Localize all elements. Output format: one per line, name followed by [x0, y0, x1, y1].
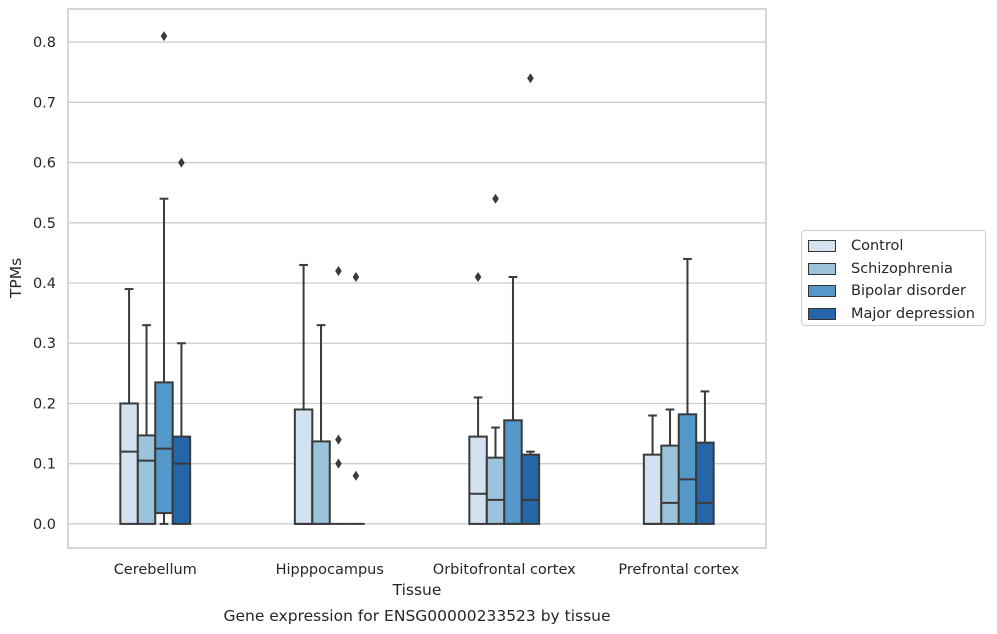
- y-tick-label: 0.3: [33, 336, 56, 352]
- x-axis-label: Tissue: [392, 581, 442, 599]
- box: [468, 435, 488, 525]
- box: [642, 453, 663, 525]
- outlier-marker: [335, 434, 342, 445]
- outlier-marker: [492, 193, 499, 204]
- chart-caption: Gene expression for ENSG00000233523 by t…: [223, 607, 611, 625]
- box-group: [329, 265, 348, 525]
- legend-label: Control: [851, 238, 904, 255]
- y-tick-label: 0.0: [33, 517, 56, 533]
- box: [293, 408, 314, 525]
- box-group: [171, 157, 192, 525]
- box-group: [642, 414, 663, 525]
- y-axis-label: TPMs: [7, 258, 25, 299]
- outlier-marker: [352, 470, 360, 481]
- box: [311, 440, 331, 525]
- box-group: [293, 263, 314, 525]
- box-group: [677, 257, 698, 525]
- box-group: [503, 275, 523, 525]
- box: [136, 434, 157, 525]
- legend-item: Control: [808, 235, 979, 258]
- box-group: [520, 73, 541, 525]
- box-group: [347, 271, 365, 525]
- outlier-marker: [178, 157, 185, 168]
- box-group: [311, 324, 331, 525]
- box-group: [660, 408, 680, 525]
- box-group: [119, 288, 139, 525]
- box: [485, 456, 506, 525]
- legend-item: Bipolar disorder: [808, 280, 979, 303]
- outlier-marker: [335, 458, 342, 469]
- legend-item: Major depression: [808, 303, 979, 326]
- y-axis-ticks: 0.0 0.1 0.2 0.3 0.4 0.5 0.6 0.7 0.8: [33, 35, 56, 533]
- box-group: [485, 193, 506, 525]
- box-group: [154, 31, 174, 525]
- outlier-marker: [335, 265, 342, 276]
- box-group: [468, 271, 488, 525]
- x-tick-label: Prefrontal cortex: [618, 562, 739, 578]
- legend: Control Schizophrenia Bipolar disorder Majo…: [801, 230, 986, 326]
- legend-label: Bipolar disorder: [851, 283, 966, 300]
- legend-swatch: [808, 285, 836, 298]
- outlier-marker: [160, 31, 168, 42]
- x-tick-label: Cerebellum: [114, 562, 197, 578]
- box: [503, 419, 523, 525]
- box: [677, 413, 698, 525]
- y-tick-label: 0.4: [33, 276, 56, 292]
- y-tick-label: 0.5: [33, 216, 56, 232]
- box-groups: [119, 31, 715, 525]
- x-tick-label: Hipppocampus: [276, 562, 384, 578]
- outlier-marker: [352, 271, 360, 282]
- plot-frame: [67, 8, 767, 549]
- legend-item: Schizophrenia: [808, 258, 979, 281]
- outlier-marker: [474, 271, 482, 282]
- legend-label: Schizophrenia: [851, 260, 953, 277]
- box: [695, 441, 715, 525]
- y-tick-label: 0.1: [33, 457, 56, 473]
- box-group: [136, 324, 157, 525]
- outlier-marker: [527, 73, 534, 84]
- legend-swatch: [808, 262, 836, 275]
- box: [171, 435, 192, 525]
- legend-swatch: [808, 240, 836, 253]
- box: [520, 453, 541, 525]
- x-axis-ticks: Cerebellum Hipppocampus Orbitofrontal cort…: [114, 562, 740, 578]
- y-tick-label: 0.6: [33, 156, 56, 172]
- legend-label: Major depression: [851, 305, 975, 322]
- y-tick-label: 0.7: [33, 95, 56, 111]
- legend-swatch: [808, 307, 836, 320]
- x-tick-label: Orbitofrontal cortex: [433, 562, 576, 578]
- y-tick-label: 0.8: [33, 35, 56, 51]
- box: [660, 444, 680, 525]
- box: [119, 402, 139, 525]
- y-tick-label: 0.2: [33, 396, 56, 412]
- box-group: [695, 390, 715, 525]
